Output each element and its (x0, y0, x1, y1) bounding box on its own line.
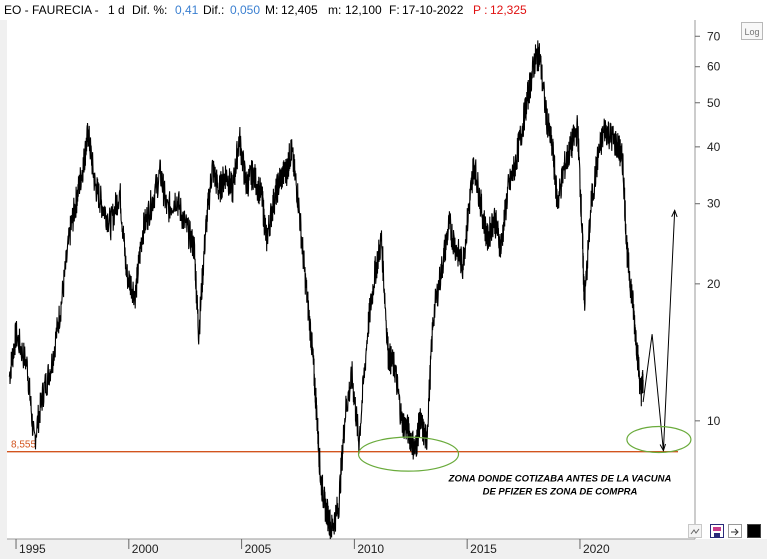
symbol-name: EO - FAURECIA - (4, 3, 99, 17)
y-tick-label: 20 (707, 277, 721, 291)
x-tick-label: 2015 (470, 542, 497, 556)
color-swatch-icon[interactable] (747, 524, 761, 538)
date-value: 17-10-2022 (402, 3, 464, 17)
chart-area[interactable]: 10 20 30 40 50 60 70 1995 2000 2005 2010 2015 2020 8,… (0, 20, 767, 559)
zoom-icon[interactable] (688, 524, 702, 538)
y-tick-label: 40 (707, 140, 721, 154)
log-scale-button[interactable]: Log (741, 22, 763, 40)
x-tick-label: 1995 (19, 542, 46, 556)
projection-arrowhead (659, 443, 666, 452)
y-tick-label: 10 (707, 414, 721, 428)
y-tick-label: 50 (707, 96, 721, 110)
price-line[interactable] (8, 40, 644, 540)
dif-value: 0,050 (230, 3, 261, 17)
dif-label: Dif.: (203, 3, 225, 17)
dif-pct-value: 0,41 (175, 3, 199, 17)
y-tick-label: 30 (707, 197, 721, 211)
buy-zone-ellipse (626, 425, 692, 454)
x-tick-label: 2005 (245, 542, 272, 556)
buy-zone-ellipse (357, 436, 460, 472)
projection-arrowhead (671, 209, 678, 218)
plot-background (7, 20, 695, 539)
y-tick-label: 60 (707, 60, 721, 74)
chart-header: EO - FAURECIA - 1 d Dif. %: 0,41 Dif.: 0… (0, 0, 767, 20)
period: 1 d (108, 3, 125, 17)
min-value: 12,100 (345, 3, 382, 17)
max-label: M: (265, 3, 279, 17)
projection-line (642, 210, 676, 451)
price-value: 12,325 (490, 3, 527, 17)
min-label: m: (328, 3, 342, 17)
y-axis-strip (695, 20, 767, 539)
chart-toolbar (688, 524, 767, 540)
max-value: 12,405 (281, 3, 318, 17)
x-axis-strip (0, 539, 695, 559)
price-label: P : (473, 3, 488, 17)
date-label: F: (389, 3, 400, 17)
detach-icon[interactable] (728, 524, 742, 538)
price-chart[interactable]: 10 20 30 40 50 60 70 1995 2000 2005 2010 2015 2020 8,… (0, 20, 767, 559)
save-icon[interactable] (710, 524, 724, 538)
support-label: 8,555 (11, 440, 36, 451)
y-tick-label: 70 (707, 29, 721, 43)
dif-pct-label: Dif. %: (132, 3, 168, 17)
x-tick-label: 2010 (357, 542, 384, 556)
annotation-text: ZONA DONDE COTIZABA ANTES DE LA VACUNA (448, 474, 672, 485)
x-tick-label: 2020 (583, 542, 610, 556)
x-tick-label: 2000 (132, 542, 159, 556)
annotation-text: DE PFIZER ES ZONA DE COMPRA (483, 487, 638, 498)
